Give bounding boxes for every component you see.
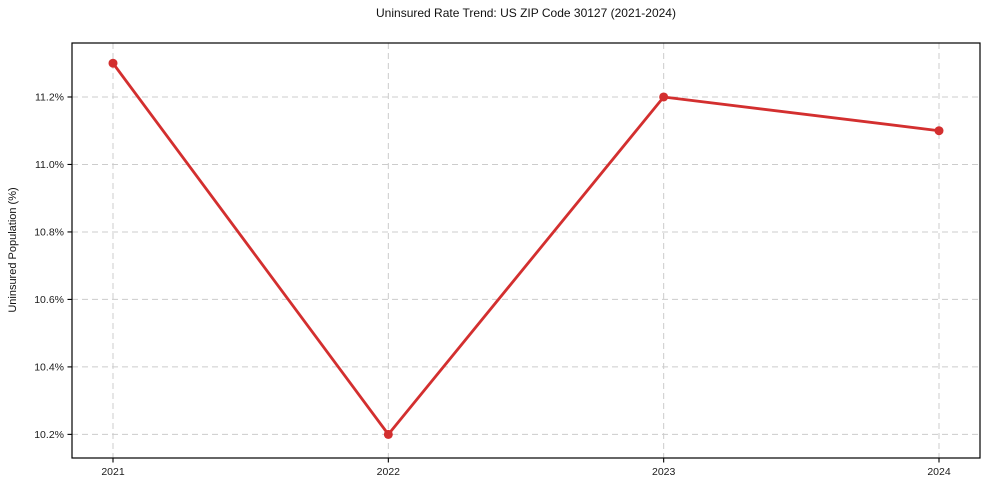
data-point [659,92,669,102]
y-tick-label: 10.8% [34,226,64,238]
plot-frame [71,42,981,459]
y-tick-label: 10.2% [34,429,64,441]
data-point [934,126,944,136]
x-tick-label: 2024 [927,466,951,478]
data-point [383,429,393,439]
y-tick-label: 10.6% [34,294,64,306]
x-tick-label: 2021 [101,466,125,478]
y-tick-label: 11.2% [35,91,64,103]
data-point [108,58,118,68]
y-tick-label: 10.4% [34,361,64,373]
chart-title: Uninsured Rate Trend: US ZIP Code 30127 … [376,6,676,20]
x-tick-label: 2023 [652,466,676,478]
x-tick-label: 2022 [377,466,401,478]
y-tick-label: 11.0% [35,159,64,171]
trend-line [111,61,941,436]
